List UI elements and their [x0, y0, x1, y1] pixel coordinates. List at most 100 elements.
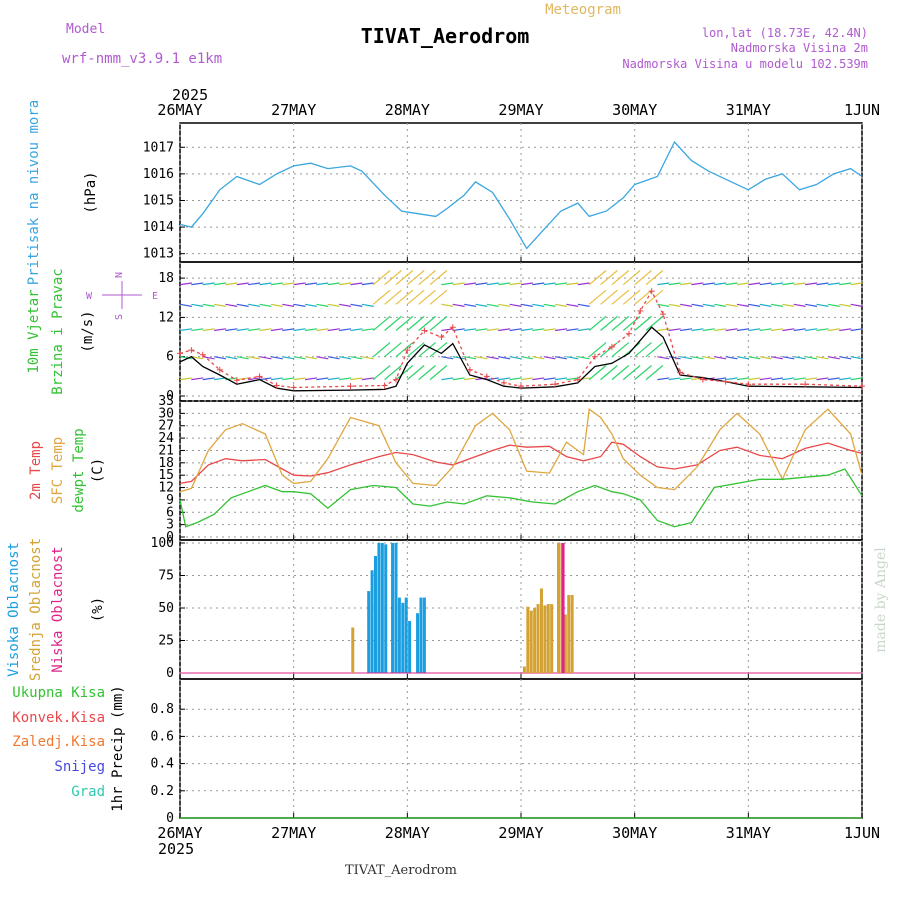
- wind-arrow: [372, 342, 391, 358]
- wind-arrow: [691, 282, 704, 286]
- panel-y-label: (%): [90, 597, 106, 622]
- y-tick-label: 0: [166, 530, 174, 545]
- cloud-bar: [539, 588, 543, 673]
- panel-y-label: 10m Vjetar: [26, 289, 42, 373]
- cloud-bar: [404, 597, 408, 673]
- wind-arrow: [225, 282, 238, 286]
- wind-arrow: [179, 328, 192, 332]
- wind-arrow: [725, 282, 738, 286]
- wind-arrow: [350, 377, 363, 381]
- wind-arrow: [827, 303, 840, 307]
- elevation-label: Nadmorska Visina 2m: [731, 41, 868, 55]
- gust-marker: [381, 382, 388, 389]
- wind-arrow: [372, 365, 391, 381]
- precip-legend-label: Zaledj.Kisa: [12, 734, 105, 750]
- wind-arrow: [248, 328, 261, 332]
- wind-arrow: [805, 328, 818, 332]
- model-label: Model: [66, 22, 105, 37]
- wind-arrow: [827, 328, 840, 332]
- panel-pressure: 1013 1014 1015 1016 1017: [143, 122, 863, 263]
- wind-arrow: [566, 328, 579, 332]
- gust-marker: [404, 347, 411, 354]
- gust-marker: [233, 377, 240, 384]
- wind-arrow: [282, 377, 295, 381]
- wind-arrow: [213, 303, 227, 307]
- wind-arrow: [816, 356, 829, 360]
- cloud-bar: [374, 556, 378, 673]
- wind-arrow: [418, 289, 436, 305]
- panel-precip: 0 0.2 0.4 0.6 0.8: [151, 678, 863, 826]
- wind-arrow: [214, 377, 227, 381]
- wind-arrow: [464, 303, 477, 307]
- wind-arrow: [850, 328, 863, 332]
- time-label-top: 29MAY: [498, 101, 543, 119]
- wind-arrow: [293, 377, 306, 381]
- wind-arrow: [839, 377, 852, 381]
- wind-arrow: [395, 270, 414, 286]
- wind-arrow: [759, 303, 772, 307]
- gust-marker: [438, 334, 445, 341]
- cloud-bar: [422, 597, 426, 673]
- wind-arrow: [202, 377, 215, 381]
- wind-arrow: [339, 377, 352, 381]
- wind-arrow: [668, 377, 681, 381]
- gust-marker: [199, 351, 206, 358]
- wind-arrow: [498, 303, 511, 307]
- wind-arrow: [714, 356, 727, 360]
- wind-arrow: [236, 356, 249, 360]
- gust-marker: [608, 343, 615, 350]
- wind-arrow: [406, 270, 425, 286]
- wind-arrow: [725, 328, 738, 332]
- wind-arrow: [509, 282, 522, 286]
- wind-arrow: [532, 328, 545, 332]
- y-tick-label: 6: [166, 350, 174, 365]
- wind-arrow: [361, 356, 374, 360]
- wind-arrow: [350, 303, 363, 307]
- wind-arrow: [520, 377, 533, 381]
- wind-arrow: [566, 282, 579, 286]
- wind-arrow: [202, 282, 215, 286]
- wind-arrow: [452, 328, 465, 332]
- precip-legend-label: Ukupna Kisa: [12, 685, 105, 701]
- wind-arrow: [645, 270, 664, 286]
- gust-marker: [552, 381, 559, 388]
- wind-arrow: [770, 377, 784, 381]
- wind-arrow: [827, 282, 840, 286]
- panel-y-label: Brzina i Pravac: [50, 268, 66, 394]
- wind-arrow: [395, 315, 414, 331]
- wind-arrow: [498, 282, 511, 286]
- wind-arrow: [179, 303, 192, 307]
- wind-arrow: [248, 303, 261, 307]
- gust-marker: [660, 311, 667, 318]
- y-tick-label: 3: [166, 518, 174, 533]
- wind-arrow: [600, 365, 618, 381]
- wind-arrow: [577, 356, 590, 360]
- wind-arrow: [634, 315, 652, 331]
- time-label-top: 1JUN: [844, 101, 880, 119]
- wind-arrow: [327, 303, 340, 307]
- wind-arrow: [588, 365, 607, 381]
- wind-arrow: [498, 328, 511, 332]
- wind-arrow: [270, 282, 283, 286]
- cloud-bar: [533, 608, 537, 673]
- cloud-bar: [543, 605, 547, 673]
- wind-arrow: [714, 303, 727, 307]
- wind-arrow: [429, 315, 448, 331]
- wind-arrow: [372, 315, 391, 331]
- wind-arrow: [327, 282, 340, 286]
- wind-arrow: [532, 303, 545, 307]
- wind-arrow: [600, 289, 618, 305]
- wind-arrow: [486, 356, 499, 360]
- cloud-bar: [526, 606, 530, 673]
- wind-arrow: [486, 328, 499, 332]
- wind-arrow: [498, 377, 511, 381]
- y-tick-label: 0: [166, 389, 174, 404]
- wind-arrow: [691, 356, 704, 360]
- y-tick-label: 33: [158, 394, 174, 409]
- time-label-bottom: 26MAY: [157, 824, 202, 842]
- wind-arrow: [202, 303, 215, 307]
- panel-cloud: 0 25 50 75 100: [151, 536, 863, 681]
- y-tick-label: 0: [166, 666, 174, 681]
- wind-arrow: [339, 282, 352, 286]
